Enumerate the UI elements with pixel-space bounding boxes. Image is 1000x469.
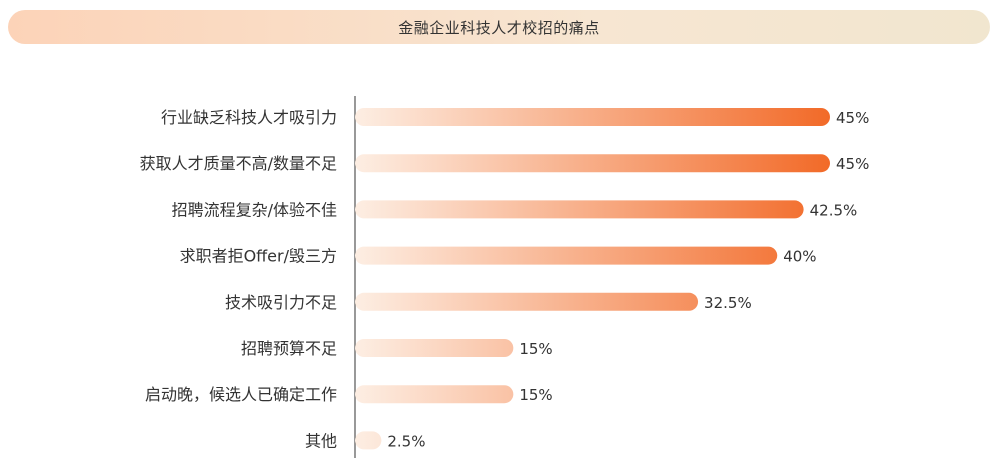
category-label: 获取人才质量不高/数量不足 [140, 154, 337, 173]
value-label: 45% [836, 109, 869, 127]
category-label: 技术吸引力不足 [225, 293, 337, 312]
value-label: 45% [836, 155, 869, 173]
category-label: 其他 [305, 431, 337, 450]
value-label: 2.5% [387, 432, 425, 450]
bar [355, 385, 514, 404]
value-label: 15% [519, 340, 552, 358]
chart-title: 金融企业科技人才校招的痛点 [398, 18, 600, 37]
bar [355, 246, 778, 265]
value-label: 15% [519, 386, 552, 404]
value-label: 42.5% [810, 201, 858, 219]
category-label: 招聘预算不足 [241, 339, 337, 358]
bar [355, 431, 382, 450]
bar [355, 108, 830, 126]
value-label: 40% [783, 248, 816, 266]
bar [355, 154, 830, 173]
bar [355, 200, 804, 219]
category-label: 招聘流程复杂/体验不佳 [172, 200, 337, 219]
bar [355, 292, 699, 311]
chart-title-banner: 金融企业科技人才校招的痛点 [8, 10, 990, 44]
category-label: 行业缺乏科技人才吸引力 [161, 108, 337, 127]
value-label: 32.5% [704, 294, 752, 312]
category-label: 启动晚，候选人已确定工作 [145, 385, 337, 404]
bar [355, 339, 514, 357]
category-label: 求职者拒Offer/毁三方 [180, 247, 337, 266]
